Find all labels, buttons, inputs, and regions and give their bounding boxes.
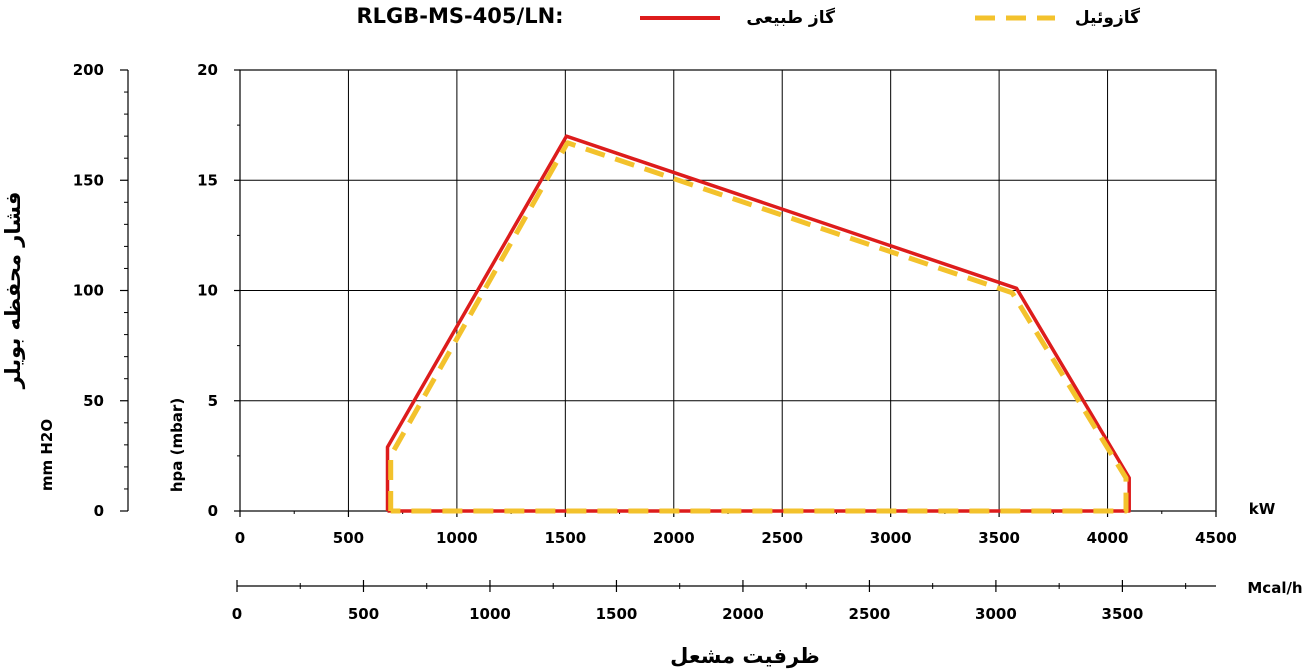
left-axis-unit: mm H2O — [38, 419, 56, 491]
secondary-x-tick-label: 1500 — [596, 605, 638, 623]
x-axis-title: ظرفیت مشعل — [670, 644, 820, 668]
inner-y-tick-label: 20 — [197, 61, 218, 79]
x-tick-label: 0 — [235, 529, 245, 547]
series-line-natural-gas — [385, 134, 1131, 513]
secondary-x-tick-label: 1000 — [469, 605, 511, 623]
x-tick-label: 2000 — [653, 529, 695, 547]
secondary-axis-mcal: 0 500 1000 1500 2000 2500 3000 3500 — [232, 580, 1216, 623]
left-y-tick-label: 50 — [83, 392, 104, 410]
secondary-x-tick-label: 2500 — [849, 605, 891, 623]
x-unit-mcal: Mcal/h — [1247, 579, 1302, 597]
legend-label-diesel: گازوئیل — [1075, 7, 1140, 28]
x-tick-label: 4500 — [1195, 529, 1237, 547]
secondary-x-tick-label: 3000 — [975, 605, 1017, 623]
x-tick-label: 1000 — [436, 529, 478, 547]
x-unit-kw: kW — [1249, 500, 1276, 518]
series-line-diesel — [388, 140, 1129, 514]
left-y-tick-label: 100 — [73, 282, 104, 300]
left-y-tick-label: 150 — [73, 171, 104, 189]
inner-y-ticks: 0 5 10 15 20 — [197, 61, 240, 520]
chart-title: RLGB-MS-405/LN: — [356, 4, 563, 28]
plot-grid — [240, 70, 1216, 511]
x-tick-label: 1500 — [544, 529, 586, 547]
legend-label-natural-gas: گاز طبیعی — [746, 7, 835, 28]
x-tick-label: 2500 — [761, 529, 803, 547]
left-axis-title: فشار محفظه بویلر — [1, 192, 25, 390]
left-y-tick-label: 200 — [73, 61, 104, 79]
x-tick-label: 4000 — [1087, 529, 1129, 547]
left-y-tick-label: 0 — [94, 502, 104, 520]
x-tick-label: 500 — [333, 529, 364, 547]
inner-y-tick-label: 15 — [197, 171, 218, 189]
inner-y-tick-label: 0 — [208, 502, 218, 520]
inner-y-tick-label: 10 — [197, 282, 218, 300]
inner-y-tick-label: 5 — [208, 392, 218, 410]
inner-axis-title: hpa (mbar) — [168, 398, 186, 492]
secondary-x-tick-label: 2000 — [722, 605, 764, 623]
secondary-x-tick-label: 500 — [348, 605, 379, 623]
series-layer — [385, 134, 1131, 514]
x-tick-label: 3000 — [870, 529, 912, 547]
secondary-x-tick-label: 3500 — [1102, 605, 1144, 623]
left-axis-mm-h2o: 0 50 100 150 200 — [73, 61, 129, 520]
x-ticks-kw: 0 500 1000 1500 2000 2500 3000 3500 4000 4500 — [235, 511, 1237, 547]
x-tick-label: 3500 — [978, 529, 1020, 547]
secondary-x-tick-label: 0 — [232, 605, 242, 623]
